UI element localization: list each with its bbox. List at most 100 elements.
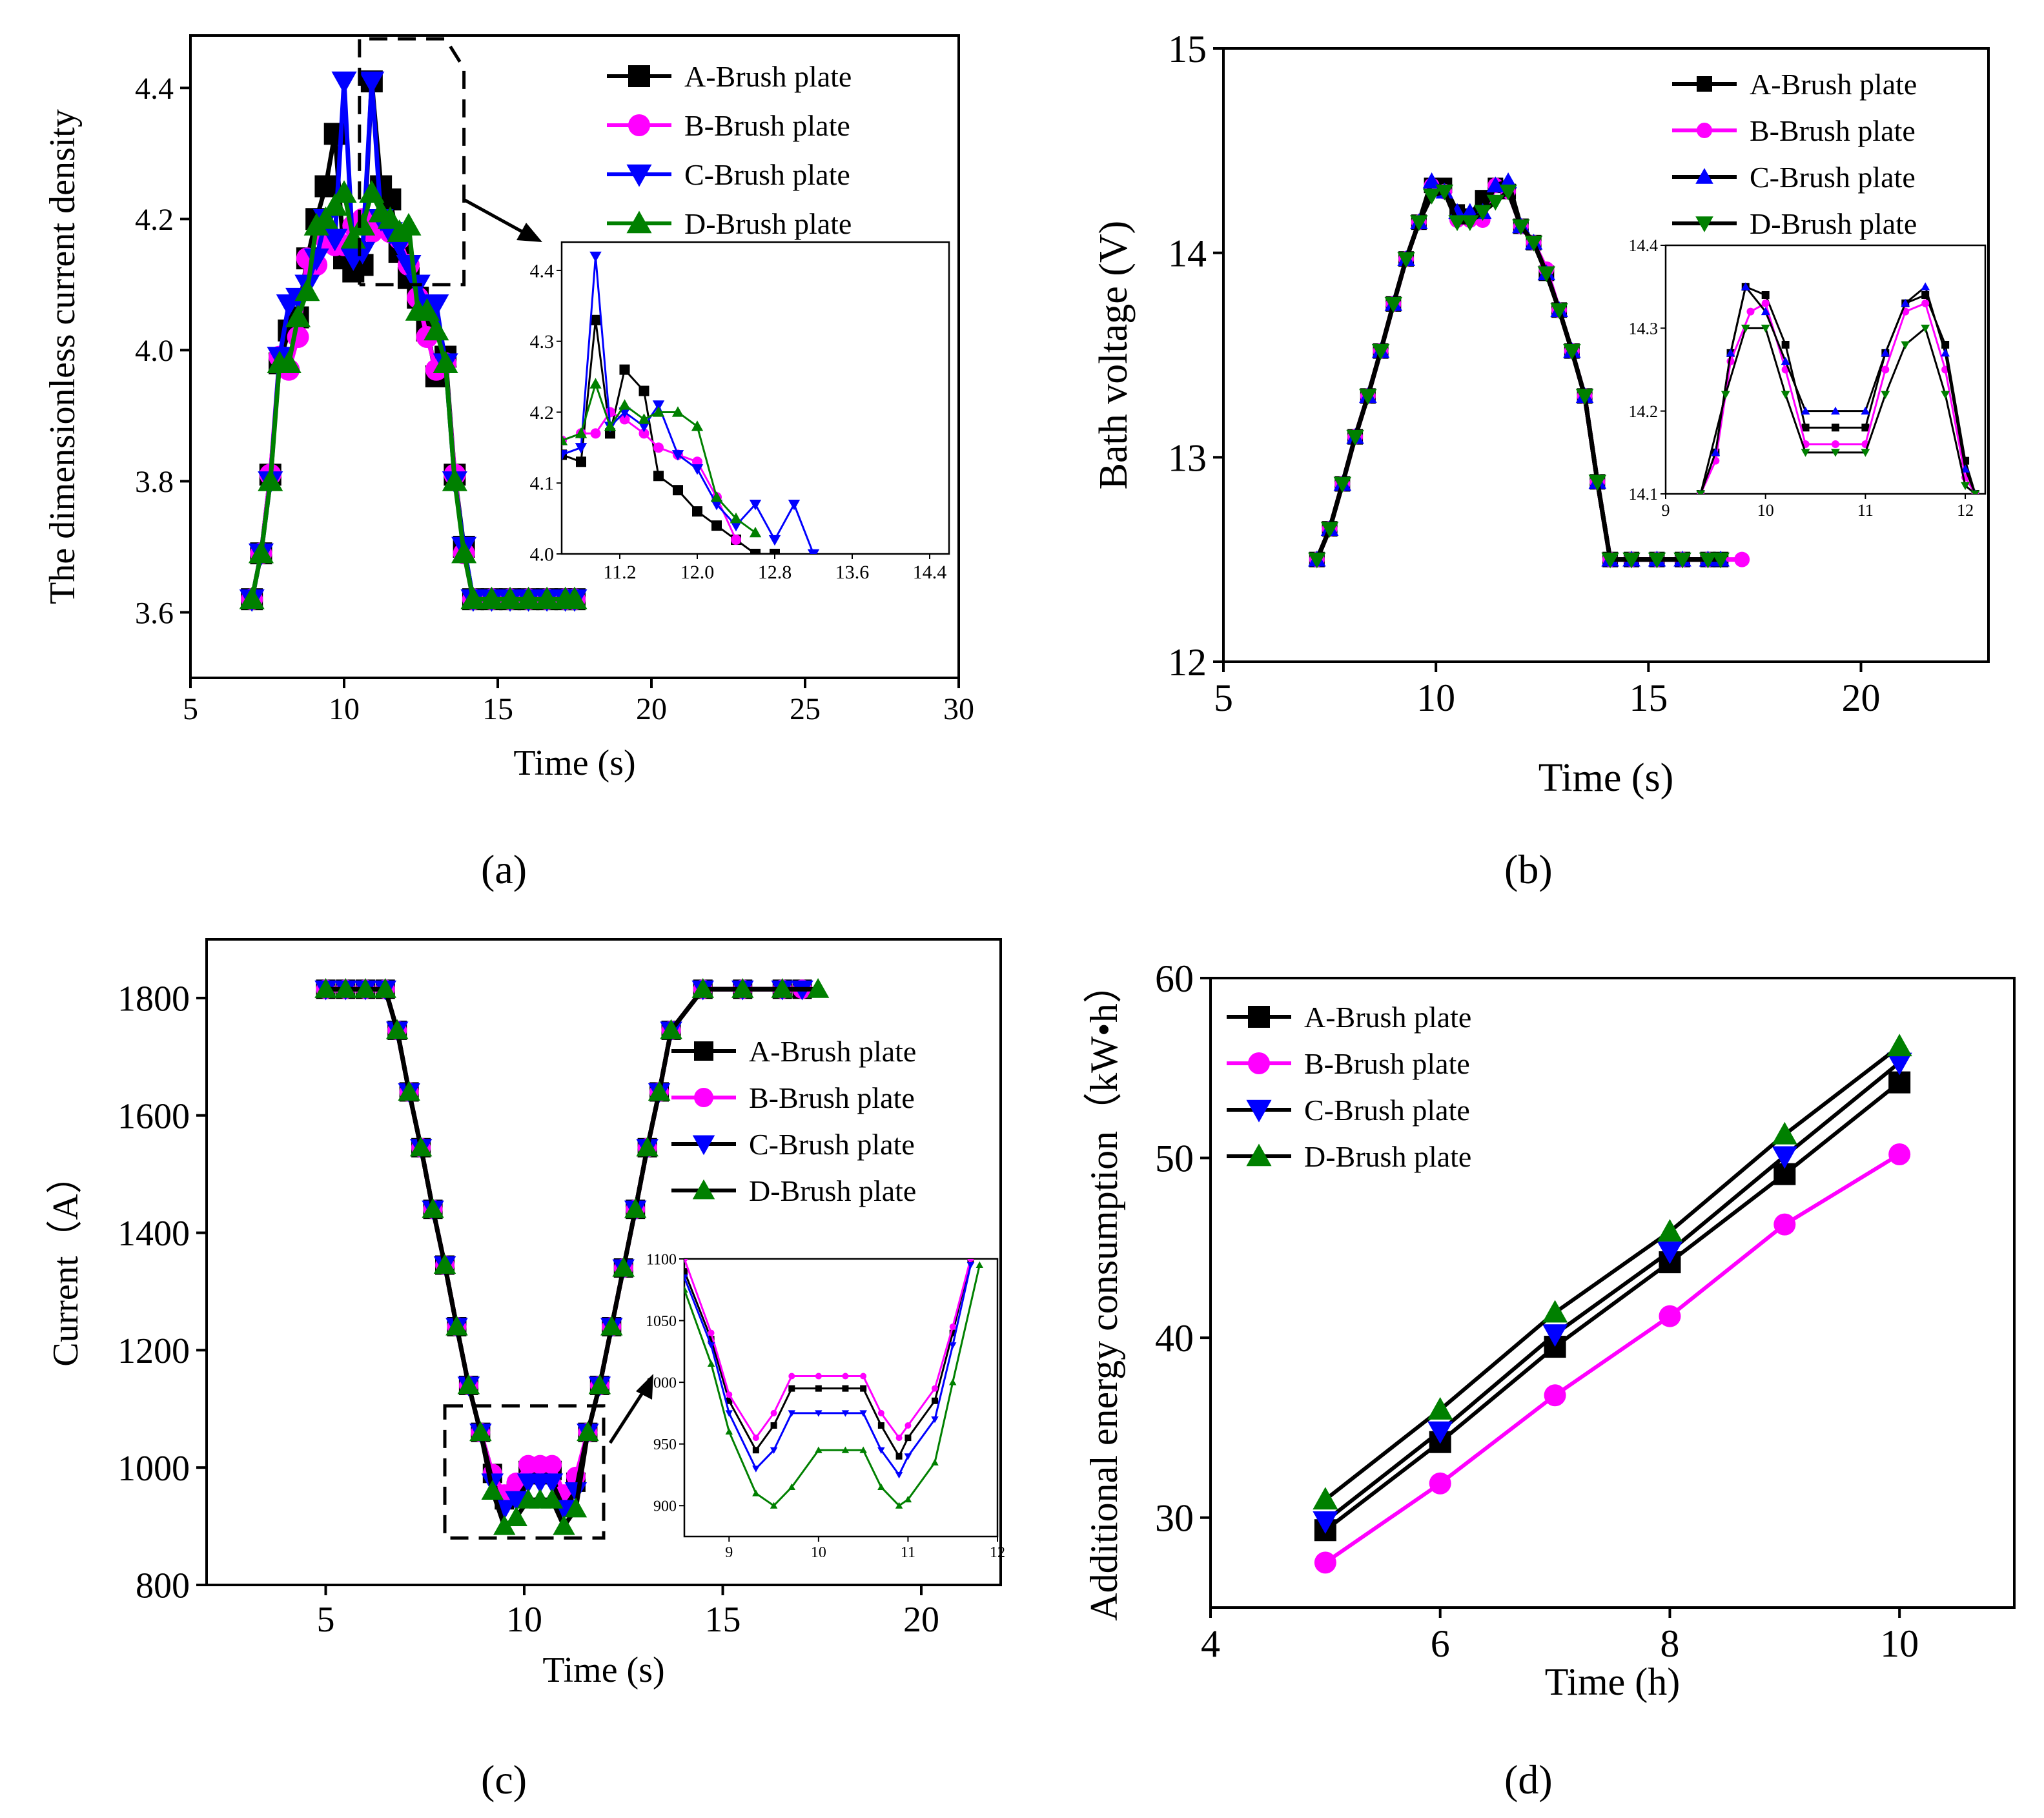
inset-x-tick-label: 11.2 [603, 562, 636, 583]
inset-plot [562, 251, 820, 554]
inset-y-tick-label: 4.0 [530, 544, 555, 566]
x-tick-label: 25 [790, 692, 821, 726]
inset-x-tick-label: 11 [901, 1544, 915, 1561]
data-point [1886, 1052, 1912, 1076]
inset-data-point [1761, 324, 1770, 333]
inset-data-point [725, 1410, 733, 1417]
data-point [1659, 1305, 1681, 1327]
inset-data-point [605, 407, 615, 418]
inset-data-point [860, 1385, 867, 1392]
data-point [1673, 552, 1691, 569]
legend-entry: C-Brush plate [1750, 161, 1916, 194]
inset-data-point [948, 1342, 957, 1349]
data-point [600, 1315, 623, 1336]
inset-data-point [1881, 365, 1890, 374]
data-point [1422, 172, 1441, 189]
data-point [1772, 1121, 1797, 1145]
inset-data-point [710, 499, 723, 511]
data-point [331, 71, 357, 94]
data-point [294, 278, 320, 301]
data-point [396, 212, 422, 236]
inset-data-point [575, 443, 588, 454]
inset-data-point [604, 420, 617, 431]
inset-data-point [931, 1416, 939, 1424]
x-axis-label: Time (s) [1538, 756, 1674, 800]
data-point [542, 1455, 562, 1475]
data-point [648, 1081, 671, 1101]
data-point [1435, 184, 1454, 201]
data-point [1588, 475, 1607, 491]
x-tick-label: 5 [183, 692, 198, 726]
legend-entry: C-Brush plate [684, 158, 850, 191]
series-D [1308, 184, 1730, 569]
data-point [562, 586, 588, 609]
inset-data-point [726, 1391, 733, 1398]
inset-data-point [1881, 391, 1890, 399]
x-tick-label: 10 [1880, 1622, 1919, 1665]
x-axis-label: Time (s) [542, 1650, 664, 1690]
legend-marker [692, 1135, 715, 1156]
inset-x-tick-label: 12.8 [758, 562, 792, 583]
data-point [460, 586, 486, 609]
y-tick-label: 12 [1168, 641, 1207, 684]
y-tick-label: 1600 [118, 1096, 190, 1136]
inset-data-point [590, 314, 601, 325]
inset-data-point [1696, 490, 1706, 494]
inset-data-point [1741, 282, 1750, 291]
inset-data-point [788, 499, 801, 511]
legend-marker [1246, 1143, 1272, 1167]
zoom-arrow-head [516, 223, 542, 242]
data-point [1461, 203, 1479, 220]
legend: A-Brush plate B-Brush plate C-Brush plate D… [671, 1035, 916, 1207]
inset-data-point [618, 399, 631, 410]
plot-frame [189, 34, 960, 679]
inset-x-tick-label: 10 [811, 1544, 826, 1561]
data-point [1427, 1397, 1453, 1420]
inset-y-tick-label: 14.3 [1629, 319, 1659, 338]
data-point [771, 978, 793, 998]
inset-data-point [976, 1261, 984, 1269]
data-point [359, 180, 385, 203]
y-tick-label: 4.0 [135, 334, 174, 368]
data-point [334, 978, 357, 998]
inset-data-point [684, 1259, 688, 1262]
x-tick-label: 15 [1629, 677, 1668, 719]
inset-data-point [1726, 348, 1735, 357]
data-point [285, 305, 311, 327]
inset-data-point [653, 442, 664, 453]
inset-data-point [842, 1373, 849, 1380]
inset-data-point [932, 1385, 938, 1392]
inset-data-point [1921, 324, 1930, 333]
inset-x-tick-label: 14.4 [913, 562, 947, 583]
panel-label-b: (b) [1504, 846, 1553, 892]
legend-marker [1246, 1099, 1272, 1123]
inset-data-point [904, 1453, 912, 1460]
data-point [1371, 343, 1390, 360]
legend-entry: C-Brush plate [1304, 1094, 1470, 1127]
zoom-arrow [464, 198, 531, 238]
inset-data-point [707, 1342, 715, 1349]
series-line [1314, 189, 1721, 562]
inset-data-point [653, 471, 664, 482]
inset-data-point [726, 1397, 733, 1404]
x-tick-label: 5 [1214, 677, 1233, 719]
inset-data-point [1970, 490, 1980, 494]
legend-entry: C-Brush plate [749, 1128, 915, 1161]
x-tick-label: 10 [506, 1600, 542, 1640]
inset-data-point [1741, 324, 1750, 333]
inset-data-point [815, 1373, 822, 1380]
inset-data-point [770, 1447, 778, 1454]
data-point [577, 1421, 599, 1442]
data-point [1486, 176, 1505, 192]
plot-frame [205, 938, 1002, 1586]
data-point [258, 468, 283, 491]
data-point [1648, 552, 1666, 569]
inset-data-point [1831, 406, 1840, 415]
data-point [1544, 1384, 1566, 1407]
data-point [424, 318, 449, 341]
inset-frame [683, 1258, 999, 1538]
inset-data-point [1746, 307, 1755, 316]
inset-data-point [692, 506, 702, 517]
data-point [691, 978, 714, 998]
inset-data-point [949, 1323, 956, 1331]
